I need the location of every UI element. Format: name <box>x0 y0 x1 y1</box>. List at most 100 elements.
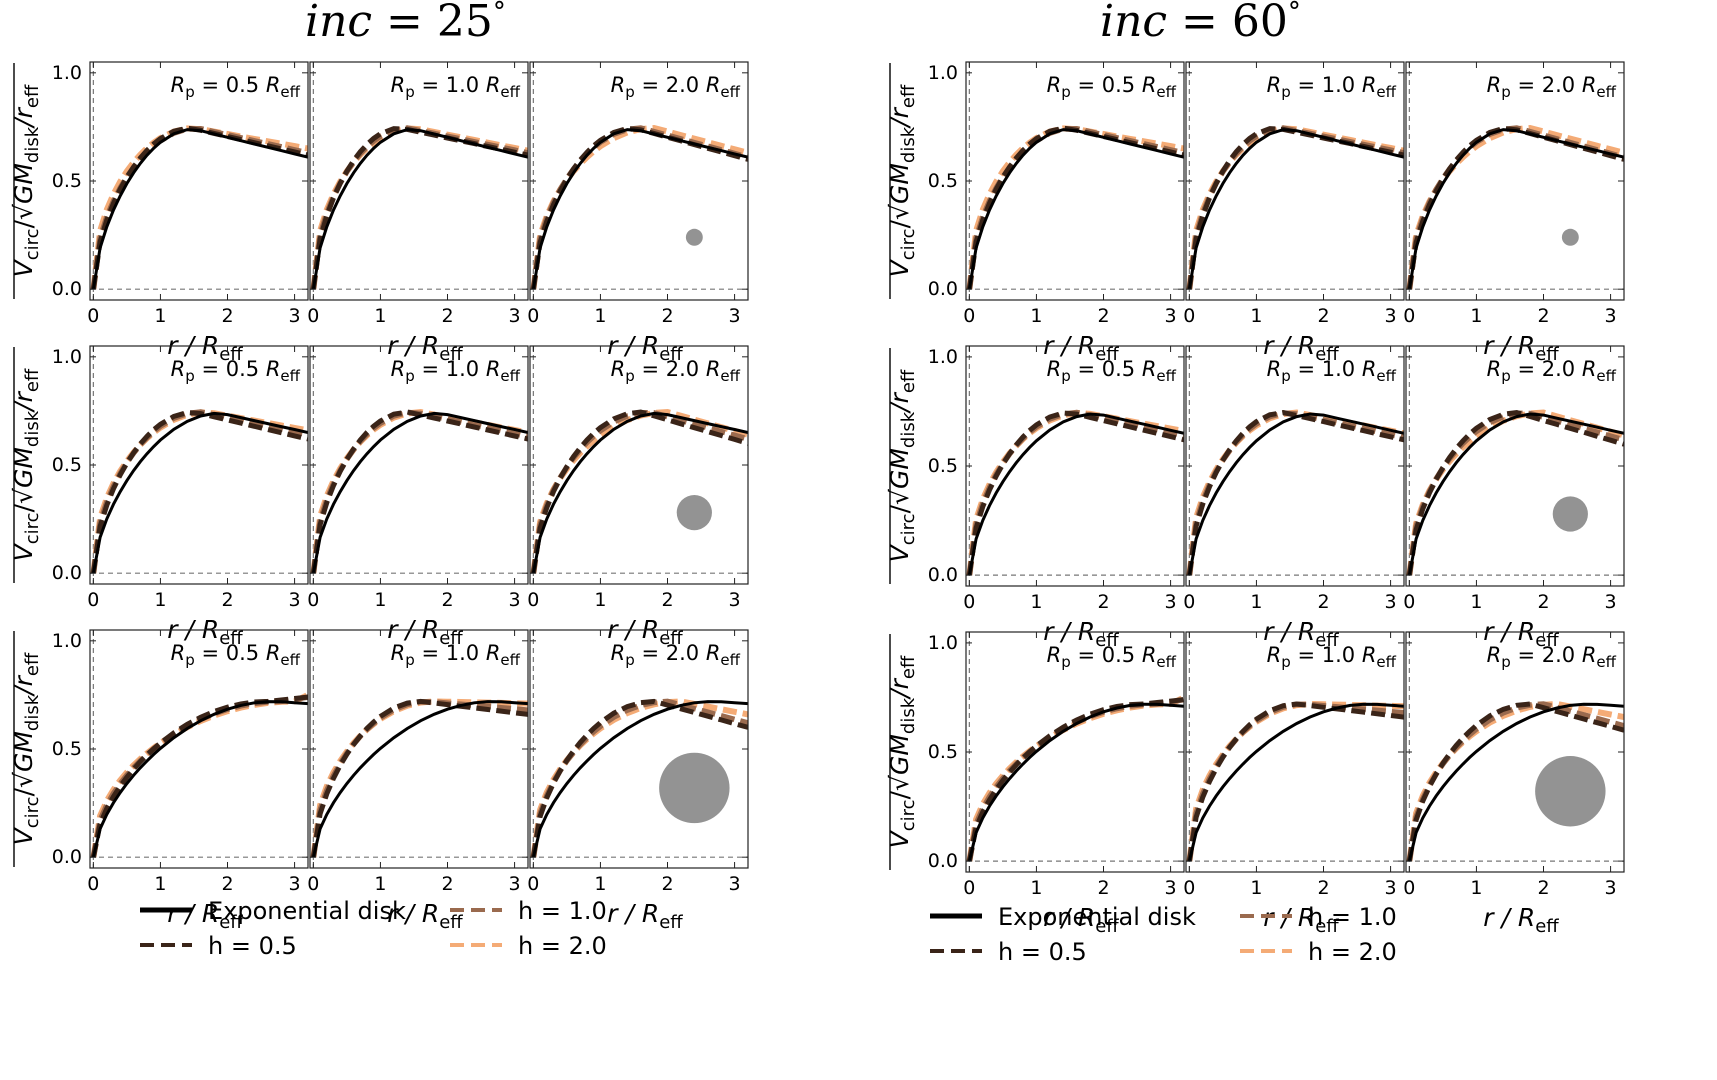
x-tick-label: 1 <box>1470 591 1482 613</box>
subplot-frame <box>89 629 309 869</box>
x-axis-label-r: r <box>1483 903 1495 932</box>
legend-h05-label: h = 0.5 <box>998 938 1087 966</box>
series-h10 <box>90 125 308 290</box>
series-h05 <box>1406 125 1624 290</box>
legend-h20-label: h = 2.0 <box>1308 938 1397 966</box>
rp-unit: R <box>699 73 720 97</box>
series-group <box>310 698 528 858</box>
series-h20 <box>966 125 1184 290</box>
series-group <box>966 125 1184 290</box>
x-tick-label: 2 <box>1537 305 1549 327</box>
x-axis-label: r / Reff <box>167 899 243 933</box>
rp-unit: R <box>1135 73 1156 97</box>
x-tick-label: 3 <box>509 873 521 895</box>
y-tick-label: 1.0 <box>52 62 82 84</box>
x-tick-label: 3 <box>729 305 741 327</box>
rp-subscript: p <box>1061 367 1071 385</box>
x-axis-label: r / Reff <box>607 899 683 933</box>
series-h10 <box>1186 701 1404 862</box>
series-h05 <box>1186 409 1404 576</box>
rp-unit-eff: eff <box>720 367 740 385</box>
y-label-v: V <box>885 829 914 848</box>
x-tick-label: 2 <box>221 873 233 895</box>
series-group <box>1406 409 1624 576</box>
y-label-r: /r <box>9 390 38 412</box>
x-tick-label: 0 <box>527 873 539 895</box>
y-label-eff: eff <box>898 655 919 679</box>
rp-value: = 2.0 <box>635 73 699 97</box>
x-axis-label-r: r <box>607 899 619 928</box>
series-exponential-disk <box>311 411 528 574</box>
y-label-v: V <box>885 258 914 277</box>
x-axis-label-eff: eff <box>1315 916 1339 937</box>
series-h05 <box>310 698 528 858</box>
rp-subscript: p <box>185 367 195 385</box>
x-tick-label: 2 <box>441 589 453 611</box>
series-h05 <box>1406 409 1624 576</box>
rp-unit-eff: eff <box>500 367 520 385</box>
series-h05 <box>1406 701 1624 862</box>
x-tick-label: 3 <box>289 305 301 327</box>
x-tick-label: 3 <box>1385 591 1397 613</box>
x-tick-label: 2 <box>1097 591 1109 613</box>
series-h20 <box>1186 125 1404 290</box>
y-tick-label: 0.5 <box>52 170 82 192</box>
rp-value: = 0.5 <box>195 641 259 665</box>
series-exponential-disk <box>1187 412 1404 576</box>
x-tick-label: 1 <box>1030 877 1042 899</box>
x-axis-label-eff: eff <box>1315 344 1339 365</box>
beam-marker <box>685 228 703 246</box>
x-tick-label: 1 <box>154 589 166 611</box>
series-h05 <box>530 409 748 574</box>
x-axis-label-slash: / R <box>178 899 220 928</box>
x-tick-label: 2 <box>1317 591 1329 613</box>
series-h10 <box>1406 410 1624 576</box>
rp-unit-eff: eff <box>1156 653 1176 671</box>
series-exponential-disk <box>91 128 308 290</box>
rp-annotation: Rp = 2.0 Reff <box>1487 73 1617 101</box>
series-exponential-disk <box>531 411 748 574</box>
rp-symbol: R <box>611 73 626 97</box>
rp-unit: R <box>479 357 500 381</box>
x-tick-label: 0 <box>1403 591 1415 613</box>
y-label-circ: circ <box>898 513 919 545</box>
rp-subscript: p <box>1061 653 1071 671</box>
y-label-eff: eff <box>898 369 919 393</box>
x-tick-label: 0 <box>307 873 319 895</box>
rp-annotation: Rp = 0.5 Reff <box>1047 643 1177 671</box>
rp-subscript: p <box>1281 653 1291 671</box>
rp-symbol: R <box>1487 357 1502 381</box>
series-exponential-disk <box>1407 702 1624 862</box>
series-group <box>1186 409 1404 576</box>
subplot-frame <box>529 629 749 869</box>
y-tick-label: 0.0 <box>928 850 958 872</box>
x-axis-label-r: r <box>387 899 399 928</box>
rp-value: = 2.0 <box>635 641 699 665</box>
series-h20 <box>530 124 748 290</box>
y-tick-label: 0.0 <box>52 278 82 300</box>
x-tick-label: 1 <box>1250 305 1262 327</box>
figure-title-left: inc = 25° <box>305 0 506 47</box>
rp-unit: R <box>699 641 720 665</box>
rp-unit: R <box>699 357 720 381</box>
y-tick-label: 0.5 <box>52 454 82 476</box>
x-tick-label: 0 <box>87 873 99 895</box>
rp-symbol: R <box>1487 73 1502 97</box>
x-tick-label: 0 <box>1403 877 1415 899</box>
rp-subscript: p <box>1281 367 1291 385</box>
legend-exponential-disk-label: Exponential disk <box>998 903 1196 931</box>
x-tick-label: 1 <box>1250 591 1262 613</box>
x-tick-label: 3 <box>729 873 741 895</box>
rp-value: = 0.5 <box>1071 643 1135 667</box>
x-tick-label: 0 <box>307 589 319 611</box>
rp-value: = 1.0 <box>1291 357 1355 381</box>
rp-unit: R <box>1575 73 1596 97</box>
